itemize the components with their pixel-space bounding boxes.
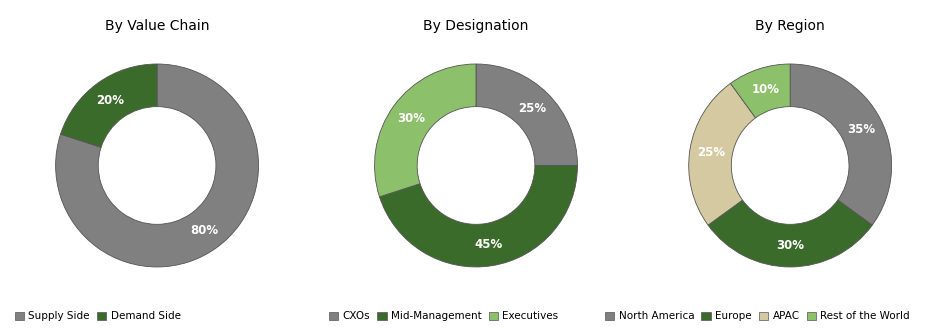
Wedge shape — [55, 64, 259, 267]
Wedge shape — [61, 64, 157, 147]
Wedge shape — [380, 166, 578, 267]
Text: 20%: 20% — [96, 94, 124, 107]
Wedge shape — [476, 64, 578, 166]
Wedge shape — [730, 64, 790, 118]
Wedge shape — [790, 64, 892, 225]
Text: 10%: 10% — [751, 83, 780, 96]
Title: By Region: By Region — [755, 19, 825, 33]
Text: 45%: 45% — [474, 238, 503, 251]
Wedge shape — [688, 83, 756, 225]
Text: 25%: 25% — [519, 102, 546, 115]
Text: 80%: 80% — [190, 224, 218, 237]
Legend: North America, Europe, APAC, Rest of the World: North America, Europe, APAC, Rest of the… — [605, 311, 910, 321]
Wedge shape — [374, 64, 476, 197]
Wedge shape — [708, 200, 872, 267]
Title: By Designation: By Designation — [424, 19, 528, 33]
Text: Primary Sources: Primary Sources — [10, 16, 133, 29]
Text: 30%: 30% — [397, 112, 426, 125]
Text: 35%: 35% — [847, 123, 876, 136]
Text: 25%: 25% — [697, 146, 725, 160]
Title: By Value Chain: By Value Chain — [105, 19, 209, 33]
Text: 30%: 30% — [776, 239, 804, 252]
